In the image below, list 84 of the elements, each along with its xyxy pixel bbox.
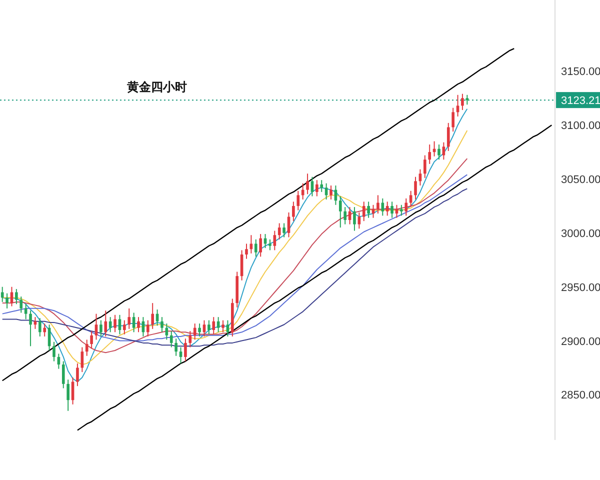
candlestick xyxy=(372,204,375,218)
candlestick xyxy=(6,292,8,309)
candlestick xyxy=(0,286,4,302)
candlestick xyxy=(273,230,276,251)
candlestick xyxy=(390,201,394,218)
candlestick xyxy=(198,323,201,337)
candlestick xyxy=(376,194,380,214)
candlestick xyxy=(414,176,417,200)
candlestick xyxy=(404,198,408,216)
candlestick xyxy=(193,323,196,340)
candlestick xyxy=(90,330,93,349)
candlestick xyxy=(316,180,318,197)
candlestick xyxy=(423,154,426,178)
candlestick xyxy=(446,122,450,152)
candlestick xyxy=(94,313,98,340)
candlestick xyxy=(66,379,70,412)
y-tick-label: 3050.00 xyxy=(561,174,600,186)
candlestick xyxy=(170,330,173,348)
y-tick-label: 3100.00 xyxy=(561,120,600,132)
candlestick xyxy=(310,176,314,197)
ref-line-label: 3123.21 xyxy=(561,95,600,108)
candlestick xyxy=(466,94,469,106)
candlestick xyxy=(128,308,131,330)
candlestick xyxy=(367,201,370,218)
y-tick-label: 2950.00 xyxy=(561,282,600,294)
candlestick xyxy=(386,201,389,216)
candlestick xyxy=(43,323,46,337)
candlestick xyxy=(212,316,216,335)
candlestick xyxy=(330,184,332,200)
candlestick xyxy=(282,222,286,238)
y-tick-label: 3000.00 xyxy=(561,228,600,240)
candlestick xyxy=(100,320,102,337)
candlestick xyxy=(184,338,187,362)
candlestick xyxy=(132,312,136,333)
candlestick xyxy=(188,330,192,348)
candlestick xyxy=(344,206,346,225)
candlestick xyxy=(362,201,366,222)
candlestick xyxy=(160,316,164,333)
candlestick xyxy=(222,320,224,333)
candlestick xyxy=(104,310,108,337)
candlestick xyxy=(151,302,154,330)
y-tick-label: 2900.00 xyxy=(561,336,600,348)
candlestick xyxy=(292,201,295,222)
candlestick xyxy=(174,338,178,356)
candlestick xyxy=(123,320,126,335)
candlestick xyxy=(428,144,432,164)
candlestick xyxy=(278,222,281,240)
text: 黄金四小时 xyxy=(126,80,187,94)
candlestick xyxy=(146,320,150,337)
candlestick xyxy=(353,206,356,232)
y-tick-label: 2850.00 xyxy=(561,390,600,402)
candlestick xyxy=(114,314,116,333)
candlestick xyxy=(76,362,79,387)
candlestick xyxy=(296,190,300,211)
candlestick xyxy=(62,360,65,389)
y-tick-label: 3150.00 xyxy=(561,66,600,78)
line-series xyxy=(2,48,515,382)
candlestick xyxy=(461,93,464,110)
line-series xyxy=(76,124,552,431)
candlestick xyxy=(306,173,309,195)
candlestick xyxy=(85,339,88,356)
candlestick xyxy=(118,314,122,335)
candlestick xyxy=(20,296,23,314)
candlestick xyxy=(442,142,446,160)
candlestick xyxy=(38,318,42,337)
candlestick xyxy=(137,316,140,333)
candlestick xyxy=(400,204,403,216)
candlestick xyxy=(438,144,440,160)
candlestick xyxy=(179,346,182,364)
candlestick xyxy=(381,198,384,216)
candlestick xyxy=(338,196,342,228)
candlestick xyxy=(250,234,253,254)
candlestick xyxy=(259,234,262,258)
candlestick xyxy=(29,310,32,347)
candlestick xyxy=(52,341,56,362)
candlestick xyxy=(395,204,398,218)
candlestick xyxy=(452,107,454,132)
candlestick xyxy=(254,238,258,258)
candlestick xyxy=(268,238,272,251)
candlestick xyxy=(245,243,248,260)
candlestick xyxy=(208,320,210,335)
candlestick xyxy=(320,180,324,192)
candlestick xyxy=(24,304,28,320)
candlestick xyxy=(15,288,18,305)
